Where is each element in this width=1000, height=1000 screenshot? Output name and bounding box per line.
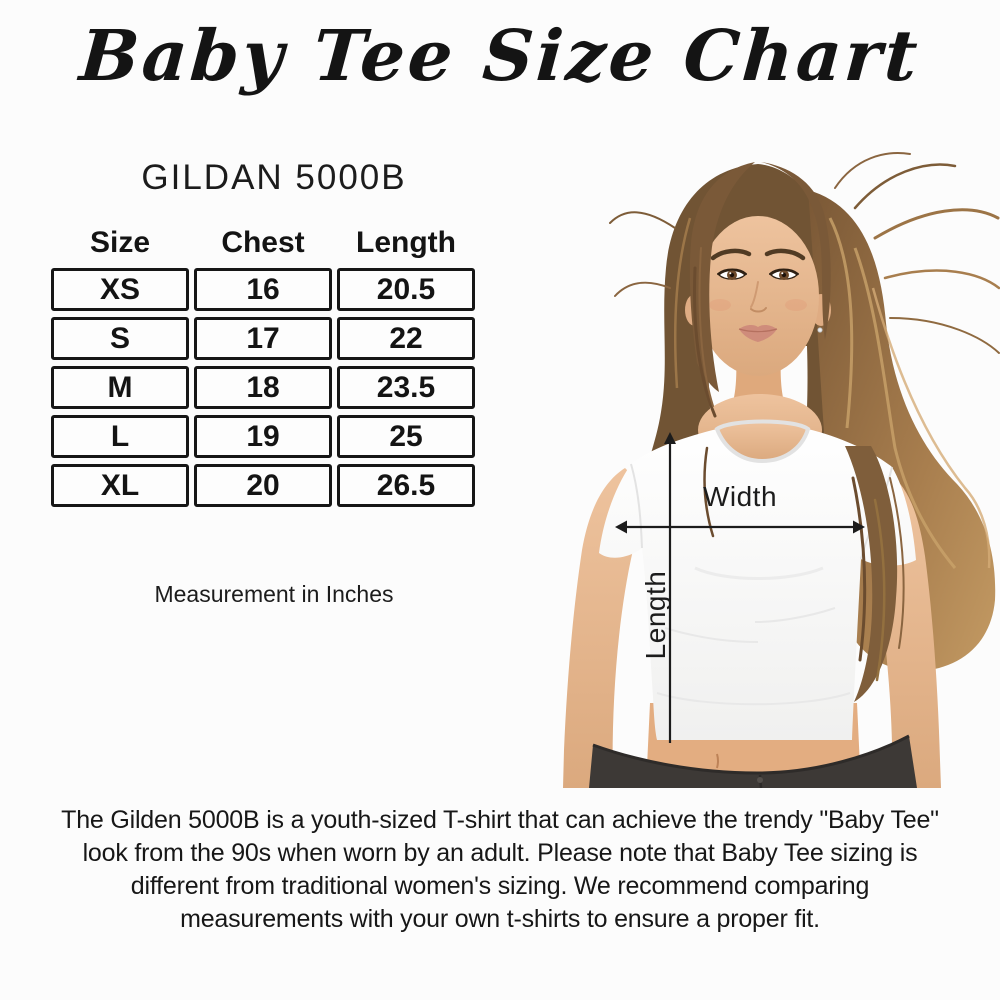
table-row: L 19 25: [51, 415, 475, 458]
earring-right: [817, 327, 823, 333]
width-label: Width: [702, 481, 778, 512]
header-row: Size Chest Length: [51, 226, 475, 262]
size-table-header: Size Chest Length: [51, 226, 475, 262]
lips: [738, 324, 778, 342]
length-arrow: [664, 432, 676, 743]
jeans: [589, 734, 917, 788]
length-cell: 25: [337, 415, 475, 458]
size-cell: M: [51, 366, 189, 409]
size-table-body: XS 16 20.5 S 17 22 M 18 23.5 L 19 25 XL: [51, 268, 475, 507]
size-cell: XL: [51, 464, 189, 507]
table-row: S 17 22: [51, 317, 475, 360]
measurement-note: Measurement in Inches: [154, 581, 394, 607]
model-photo: Width Length: [555, 148, 1000, 788]
measurement-lines: [615, 432, 865, 743]
size-cell: L: [51, 415, 189, 458]
chest-cell: 19: [194, 415, 332, 458]
table-row: XS 16 20.5: [51, 268, 475, 311]
page-title: Baby Tee Size Chart: [77, 14, 923, 97]
eyebrow-right: [764, 248, 806, 261]
chest-cell: 20: [194, 464, 332, 507]
product-name: GILDAN 5000B: [141, 158, 407, 197]
description-line: look from the 90s when worn by an adult.…: [82, 839, 918, 867]
table-row: M 18 23.5: [51, 366, 475, 409]
chest-cell: 17: [194, 317, 332, 360]
table-row: XL 20 26.5: [51, 464, 475, 507]
size-cell: XS: [51, 268, 189, 311]
eye-left: [717, 268, 747, 280]
size-chart-table: Size Chest Length XS 16 20.5 S 17 22 M 1…: [46, 220, 480, 513]
column-header-size: Size: [89, 226, 151, 259]
column-header-chest: Chest: [221, 226, 305, 259]
description-line: measurements with your own t-shirts to e…: [180, 905, 820, 933]
eye-right: [769, 268, 799, 280]
length-cell: 26.5: [337, 464, 475, 507]
length-cell: 22: [337, 317, 475, 360]
blush-left: [709, 299, 731, 311]
nose: [750, 281, 759, 308]
model-illustration: [563, 152, 1000, 788]
size-cell: S: [51, 317, 189, 360]
navel: [716, 753, 719, 769]
description-line: different from traditional women's sizin…: [130, 872, 870, 900]
hair-front: [689, 162, 831, 418]
description-paragraph: The Gilden 5000B is a youth-sized T-shir…: [0, 804, 1000, 936]
width-arrow: [615, 520, 865, 534]
column-header-length: Length: [356, 226, 456, 259]
chest-cell: 18: [194, 366, 332, 409]
description-line: The Gilden 5000B is a youth-sized T-shir…: [61, 806, 939, 834]
chest-cell: 16: [194, 268, 332, 311]
length-label: Length: [640, 570, 671, 660]
eyebrow-left: [710, 248, 752, 261]
blush-right: [785, 299, 807, 311]
length-cell: 20.5: [337, 268, 475, 311]
length-cell: 23.5: [337, 366, 475, 409]
collar: [714, 419, 811, 464]
